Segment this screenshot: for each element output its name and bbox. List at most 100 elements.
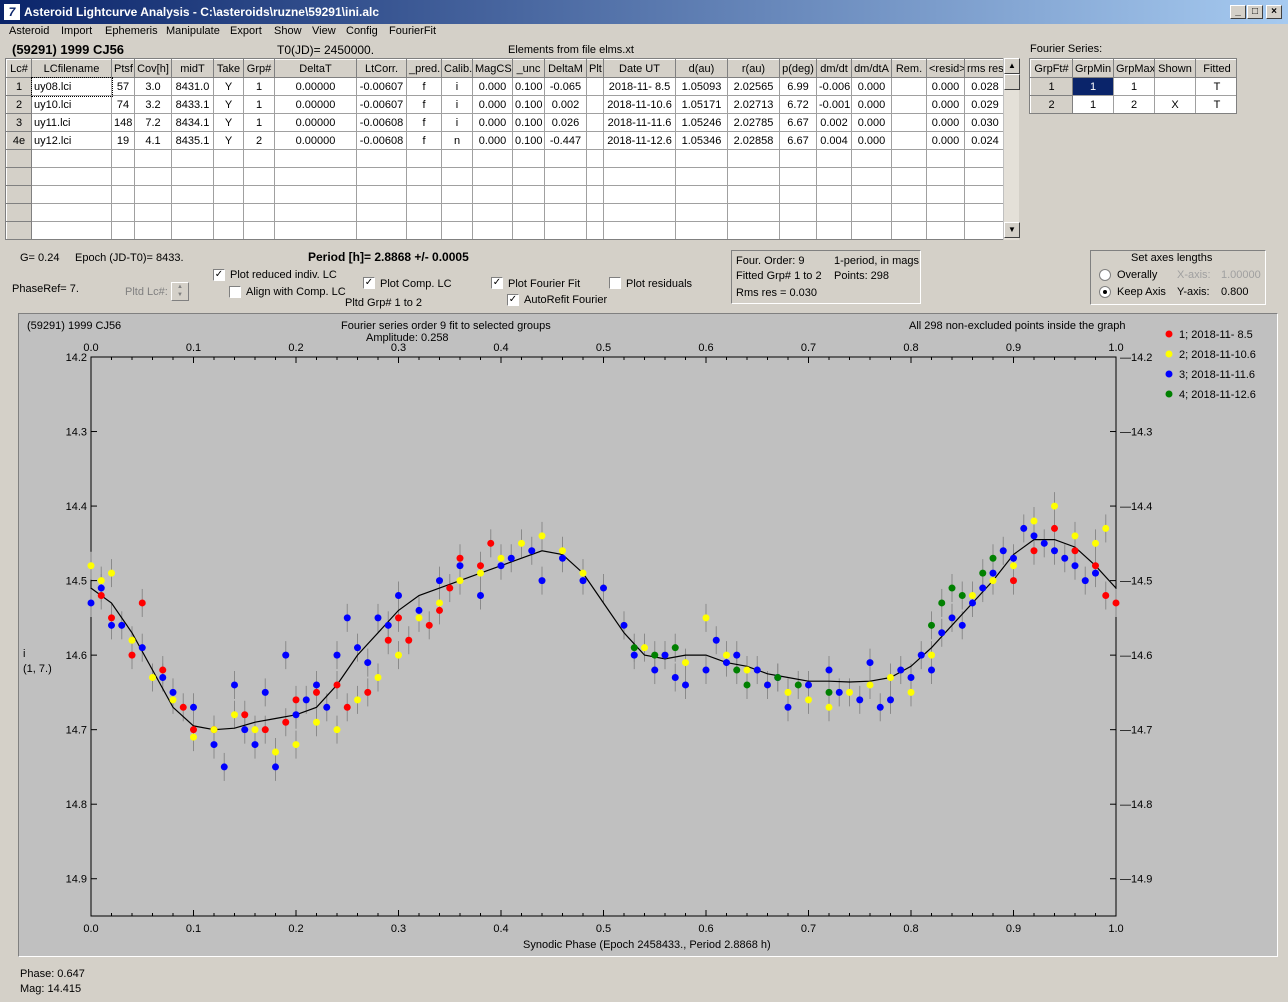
table-cell[interactable]	[243, 185, 275, 204]
table-cell[interactable]	[779, 167, 817, 186]
table-cell[interactable]: 1	[243, 113, 275, 132]
table-cell[interactable]: -0.00607	[356, 95, 407, 114]
row-index-cell[interactable]	[6, 185, 32, 204]
table-cell[interactable]	[406, 185, 442, 204]
lightcurve-plot-panel[interactable]: 0.0 0.0 0.1 0.1 0.2 0.2 0.3 0.3 0.4 0.4 0.5 0.5 0.6 0…	[18, 313, 1278, 957]
table-cell[interactable]	[851, 149, 892, 168]
table-cell[interactable]	[816, 221, 852, 239]
column-header[interactable]: LCfilename	[31, 59, 112, 78]
table-cell[interactable]	[891, 131, 927, 150]
table-row[interactable]: 4e uy12.lci 19 4.1 8435.1 Y 2 0.00000 -0.00608 f n…	[6, 131, 1003, 150]
table-row[interactable]	[6, 185, 1003, 204]
table-cell[interactable]	[586, 113, 604, 132]
table-cell[interactable]: 2.02565	[727, 77, 780, 96]
table-cell[interactable]	[472, 149, 513, 168]
table-scrollbar[interactable]: ▲ ▼	[1003, 58, 1020, 240]
row-index-cell[interactable]	[6, 167, 32, 186]
table-row[interactable]	[6, 221, 1003, 239]
fourier-cell[interactable]: 1	[1072, 77, 1114, 96]
table-cell[interactable]: 0.000	[851, 77, 892, 96]
table-cell[interactable]: 6.72	[779, 95, 817, 114]
table-cell[interactable]: f	[406, 95, 442, 114]
table-cell[interactable]: 0.030	[964, 113, 1003, 132]
table-cell[interactable]	[603, 203, 676, 222]
table-cell[interactable]: 1	[243, 77, 275, 96]
overall-radio[interactable]	[1099, 269, 1111, 281]
table-cell[interactable]	[512, 203, 545, 222]
fourier-cell[interactable]	[1154, 77, 1196, 96]
table-cell[interactable]	[213, 203, 244, 222]
table-cell[interactable]	[727, 185, 780, 204]
table-cell[interactable]	[171, 149, 214, 168]
table-cell[interactable]: -0.447	[544, 131, 587, 150]
table-cell[interactable]	[441, 185, 473, 204]
table-cell[interactable]: 2018-11-11.6	[603, 113, 676, 132]
table-cell[interactable]	[891, 167, 927, 186]
table-cell[interactable]: f	[406, 77, 442, 96]
menu-import[interactable]: Import	[61, 25, 93, 37]
table-cell[interactable]	[274, 203, 357, 222]
table-cell[interactable]	[274, 221, 357, 239]
table-cell[interactable]: -0.006	[816, 77, 852, 96]
table-cell[interactable]	[512, 221, 545, 239]
table-cell[interactable]	[472, 221, 513, 239]
align-comp-checkbox[interactable]	[229, 286, 241, 298]
column-header[interactable]: rms res	[964, 59, 1003, 78]
xaxis-value[interactable]: 1.00000	[1221, 269, 1261, 281]
table-cell[interactable]	[851, 221, 892, 239]
table-cell[interactable]	[727, 221, 780, 239]
table-cell[interactable]	[274, 185, 357, 204]
table-cell[interactable]	[851, 167, 892, 186]
column-header[interactable]: _pred.	[406, 59, 442, 78]
table-cell[interactable]: uy10.lci	[31, 95, 112, 114]
table-cell[interactable]: i	[441, 77, 473, 96]
row-index-cell[interactable]: 2	[6, 95, 32, 114]
table-cell[interactable]	[891, 95, 927, 114]
scroll-thumb[interactable]	[1004, 74, 1020, 90]
table-cell[interactable]: Y	[213, 77, 244, 96]
column-header[interactable]: Date UT	[603, 59, 676, 78]
table-cell[interactable]	[111, 149, 135, 168]
table-row[interactable]	[6, 203, 1003, 222]
table-cell[interactable]: 1	[243, 95, 275, 114]
column-header[interactable]: LtCorr.	[356, 59, 407, 78]
table-cell[interactable]	[586, 149, 604, 168]
table-cell[interactable]	[31, 203, 112, 222]
table-cell[interactable]	[472, 167, 513, 186]
row-index-cell[interactable]	[6, 221, 32, 239]
table-cell[interactable]: 8433.1	[171, 95, 214, 114]
table-cell[interactable]	[675, 203, 728, 222]
table-cell[interactable]	[472, 185, 513, 204]
column-header[interactable]: p(deg)	[779, 59, 817, 78]
column-header[interactable]: Plt	[586, 59, 604, 78]
column-header[interactable]: dm/dt	[816, 59, 852, 78]
table-cell[interactable]: f	[406, 131, 442, 150]
table-cell[interactable]	[603, 185, 676, 204]
table-cell[interactable]: uy12.lci	[31, 131, 112, 150]
table-cell[interactable]	[31, 167, 112, 186]
row-index-cell[interactable]	[6, 203, 32, 222]
fourier-cell[interactable]: 1	[1113, 77, 1155, 96]
table-row[interactable]: 2 uy10.lci 74 3.2 8433.1 Y 1 0.00000 -0.00607 f i 0…	[6, 95, 1003, 114]
column-header[interactable]: Take	[213, 59, 244, 78]
table-cell[interactable]: 0.000	[851, 131, 892, 150]
table-cell[interactable]	[134, 221, 172, 239]
column-header[interactable]: _unc	[512, 59, 545, 78]
table-cell[interactable]	[816, 185, 852, 204]
table-cell[interactable]	[134, 149, 172, 168]
table-cell[interactable]	[891, 203, 927, 222]
lightcurve-chart[interactable]: 0.0 0.0 0.1 0.1 0.2 0.2 0.3 0.3 0.4 0.4 0.5 0.5 0.6 0…	[19, 314, 1277, 956]
fourier-cell[interactable]: X	[1154, 95, 1196, 113]
table-cell[interactable]: 0.000	[851, 95, 892, 114]
scroll-up-icon[interactable]: ▲	[1004, 58, 1020, 74]
table-cell[interactable]	[926, 221, 965, 239]
table-cell[interactable]	[406, 167, 442, 186]
table-cell[interactable]: -0.00607	[356, 77, 407, 96]
scroll-down-icon[interactable]: ▼	[1004, 222, 1020, 238]
table-cell[interactable]	[274, 149, 357, 168]
table-cell[interactable]: 0.100	[512, 95, 545, 114]
table-cell[interactable]	[964, 167, 1003, 186]
table-cell[interactable]: Y	[213, 131, 244, 150]
table-cell[interactable]: 148	[111, 113, 135, 132]
